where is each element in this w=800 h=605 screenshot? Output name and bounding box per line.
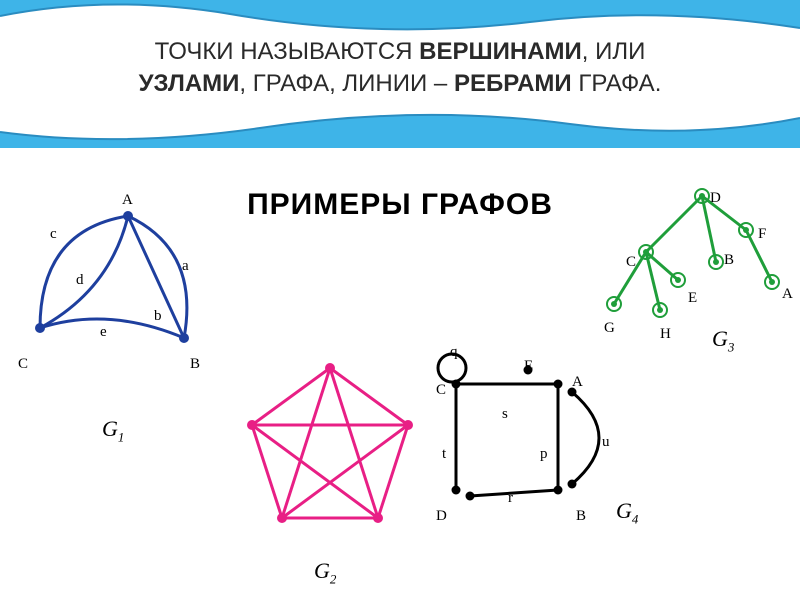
g3-node-F: F	[758, 226, 766, 243]
g3-node-E: E	[688, 290, 697, 307]
g3-node-G: G	[604, 320, 615, 337]
g3-node-C: C	[626, 254, 636, 271]
g4-label: G4	[616, 498, 638, 527]
graphs-area: a b c d e A B C G1 G2 q s t p r u C E A D B G4 D C F B A E G H G3	[0, 170, 800, 600]
g1-node-B: B	[190, 356, 200, 373]
g4-edge-q: q	[450, 344, 458, 361]
g1-edge-e: e	[100, 324, 107, 341]
g4-node-D: D	[436, 508, 447, 525]
g1-node-A: A	[122, 192, 133, 209]
g3-node-B: B	[724, 252, 734, 269]
g2-label: G2	[314, 558, 336, 587]
g4-edge-s: s	[502, 406, 508, 423]
g1-node-C: C	[18, 356, 28, 373]
g1-edge-c: c	[50, 226, 57, 243]
g3-node-D: D	[710, 190, 721, 207]
banner-area: ТОЧКИ НАЗЫВАЮТСЯ ВЕРШИНАМИ, ИЛИУЗЛАМИ, Г…	[0, 0, 800, 145]
graphs-svg	[0, 170, 800, 600]
g4-edge-t: t	[442, 446, 446, 463]
banner-text: ТОЧКИ НАЗЫВАЮТСЯ ВЕРШИНАМИ, ИЛИУЗЛАМИ, Г…	[0, 36, 800, 101]
g1-label: G1	[102, 416, 124, 445]
g4-edge-r: r	[508, 490, 513, 507]
g1-edge-d: d	[76, 272, 84, 289]
g1-edge-a: a	[182, 258, 189, 275]
g3-label: G3	[712, 326, 734, 355]
g4-node-E: E	[524, 358, 533, 375]
g1-edge-b: b	[154, 308, 162, 325]
g3-node-A: A	[782, 286, 793, 303]
g3-node-H: H	[660, 326, 671, 343]
g4-node-A: A	[572, 374, 583, 391]
g4-edge-p: p	[540, 446, 548, 463]
g4-node-B: B	[576, 508, 586, 525]
g4-node-C: C	[436, 382, 446, 399]
g4-edge-u: u	[602, 434, 610, 451]
